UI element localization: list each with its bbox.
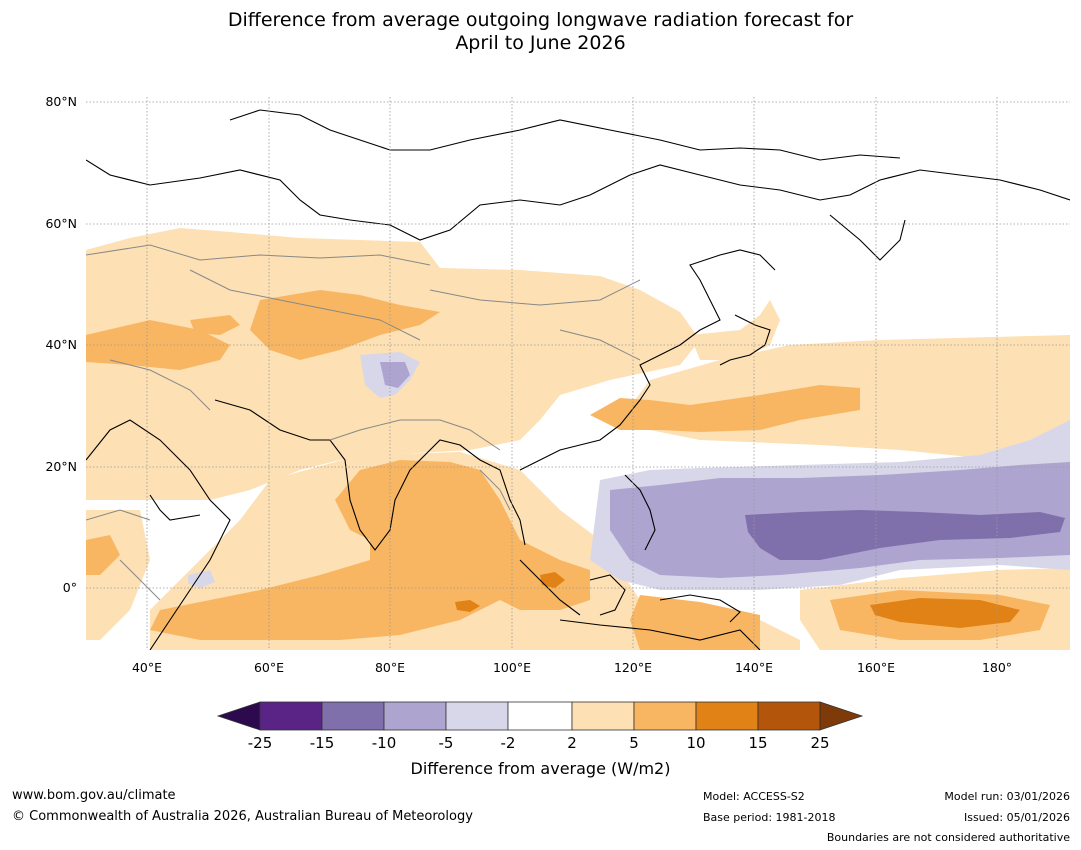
graticule [86, 97, 1070, 650]
colorbar-tick-label: 10 [686, 734, 706, 752]
boundaries-disclaimer: Boundaries are not considered authoritat… [826, 831, 1070, 844]
colorbar-segment-2 [321, 701, 385, 731]
colorbar-under-arrow [216, 701, 261, 731]
coastlines [86, 109, 1070, 650]
colorbar-segment-3 [383, 701, 447, 731]
colorbar-tick-label: 2 [567, 734, 577, 752]
title-line-1: Difference from average outgoing longwav… [227, 9, 854, 31]
title-line-2: April to June 2026 [455, 32, 626, 54]
colorbar-segment-1 [259, 701, 323, 731]
copyright-text: © Commonwealth of Australia 2026, Austra… [12, 809, 473, 824]
base-period: Base period: 1981-2018 [703, 811, 836, 824]
lon-label-140e: 140°E [734, 660, 773, 675]
lat-label-60n: 60°N [45, 216, 77, 231]
lat-label-20n: 20°N [45, 459, 77, 474]
colorbar-over-arrow [819, 701, 864, 731]
colorbar-segment-4 [445, 701, 509, 731]
model-name: Model: ACCESS-S2 [703, 790, 805, 803]
map-title: Difference from average outgoing longwav… [0, 9, 1081, 55]
anomaly-positive-strong [455, 572, 1020, 628]
lon-label-100e: 100°E [492, 660, 531, 675]
lon-label-120e: 120°E [613, 660, 652, 675]
website-link[interactable]: www.bom.gov.au/climate [12, 788, 176, 803]
issued-date: Issued: 05/01/2026 [963, 811, 1070, 824]
lon-label-60e: 60°E [253, 660, 285, 675]
colorbar-tick-label: -2 [500, 734, 516, 752]
lat-label-40n: 40°N [45, 337, 77, 352]
colorbar [216, 701, 864, 731]
colorbar-segment-9 [757, 701, 821, 731]
country-boundaries [86, 244, 641, 601]
lon-label-40e: 40°E [131, 660, 163, 675]
colorbar-title: Difference from average (W/m2) [410, 759, 671, 778]
colorbar-tick-label: 15 [748, 734, 768, 752]
lon-label-80e: 80°E [374, 660, 406, 675]
colorbar-segment-7 [633, 701, 697, 731]
model-run-date: Model run: 03/01/2026 [944, 790, 1070, 803]
colorbar-segment-6 [571, 701, 635, 731]
colorbar-tick-label: -10 [371, 734, 397, 752]
colorbar-segment-5 [507, 701, 573, 731]
lat-label-0: 0° [62, 580, 77, 595]
lon-label-180: 180° [981, 660, 1013, 675]
colorbar-tick-label: -25 [247, 734, 273, 752]
colorbar-tick-label: 25 [810, 734, 830, 752]
colorbar-tick-label: 5 [629, 734, 639, 752]
anomaly-positive-medium [86, 290, 1050, 650]
colorbar-tick-label: -5 [438, 734, 454, 752]
anomaly-negative-strong [745, 510, 1065, 560]
colorbar-segment-8 [695, 701, 759, 731]
lat-label-80n: 80°N [45, 94, 77, 109]
colorbar-tick-label: -15 [309, 734, 335, 752]
lon-label-160e: 160°E [856, 660, 895, 675]
